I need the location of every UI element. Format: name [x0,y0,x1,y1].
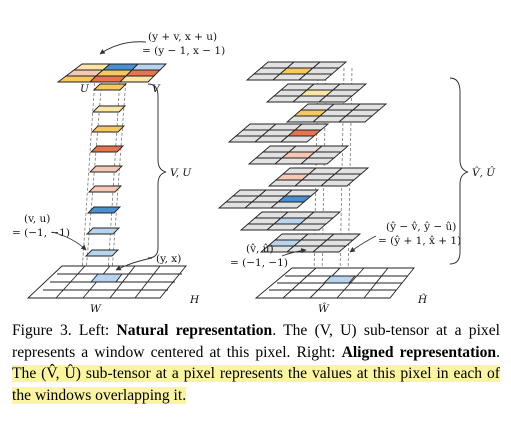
stacked-cells [84,83,128,257]
window-cell [297,73,334,81]
vu-label: V, U [170,167,192,179]
caption-highlighted-text: The (V̂, Û) sub-tensor at a pixel repres… [12,365,500,404]
figure-caption: Figure 3. Left: Natural representation. … [12,320,500,406]
caption-aligned-title: Aligned representation [341,343,497,361]
right-offset-annotation-line2: = (−1, −1) [230,257,288,269]
w-label: W [90,303,102,315]
shifted-window-grids [217,61,388,277]
vu-brace [147,83,167,259]
yx-label: (y, x) [156,253,181,265]
window-cell [337,115,374,123]
window-layer [227,123,330,143]
vu-hat-label: V̂, Û [472,165,496,179]
window-cell [269,201,306,209]
offset-annotation-line1: (v, u) [24,213,50,225]
window-layer [217,189,320,209]
top-window-grid [56,63,168,83]
vu-hat-brace [449,77,469,265]
window-cell [311,245,348,253]
offset-annotation-line2: = (−1, −1) [12,227,70,239]
right-annotation-line1: (ŷ − v̂, ŷ − û) [386,220,456,233]
u-label: U [80,83,90,95]
top-annotation-line2: = (y − 1, x − 1) [142,45,225,57]
caption-text-2: . [496,343,500,361]
window-layer [247,145,350,165]
w-hat-label: Ŵ [318,301,330,315]
window-cell [317,95,354,103]
window-cell [319,179,356,187]
top-annotation-line1: (y + v, x + u) [148,31,217,43]
window-layer [239,211,342,231]
figure-3-diagram: U V V, U W H [12,31,496,315]
caption-natural-title: Natural representation [116,322,273,339]
caption-figure-label: Figure 3. Left: [12,322,117,339]
h-label: H [189,294,200,306]
window-cell [291,223,328,231]
right-offset-annotation-line1: (v̂, û) [246,243,274,255]
natural-representation-diagram: U V V, U W H [12,31,225,315]
h-hat-label: Ĥ [417,292,428,306]
right-annotation-line2: = (ŷ + 1, x̂ + 1) [378,234,461,247]
window-layer [265,83,368,103]
window-layer [259,233,362,253]
caption-text-1: . The (V, U) sub-tensor at a pixel repre… [12,322,500,361]
window-layer [245,61,348,81]
window-cell [279,135,316,143]
aligned-representation-diagram: V̂, Û Ŵ Ĥ (ŷ − v̂, ŷ − û) = (ŷ + 1, x̂ +… [217,61,496,315]
window-layer [285,103,388,123]
window-cell [299,157,336,165]
window-layer [267,167,370,187]
